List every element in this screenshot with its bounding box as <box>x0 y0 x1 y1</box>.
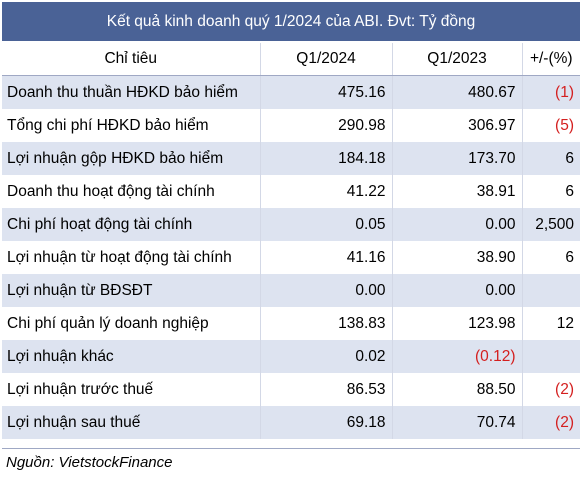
value-change: (2) <box>521 373 580 406</box>
value-q1-2024: 86.53 <box>259 373 392 406</box>
table-title: Kết quả kinh doanh quý 1/2024 của ABI. Đ… <box>2 2 580 41</box>
value-q1-2024: 0.05 <box>259 208 392 241</box>
table-row: Chi phí hoạt động tài chính 0.05 0.00 2,500 <box>2 208 580 241</box>
table-row: Lợi nhuận từ BĐSĐT 0.00 0.00 <box>2 274 580 307</box>
row-label: Lợi nhuận từ hoạt động tài chính <box>2 241 260 274</box>
row-label: Chi phí quản lý doanh nghiệp <box>2 307 260 340</box>
table-row: Lợi nhuận trước thuế 86.53 88.50 (2) <box>2 373 580 406</box>
value-change: 6 <box>521 142 580 175</box>
row-label: Tổng chi phí HĐKD bảo hiểm <box>2 109 260 142</box>
value-change: (1) <box>521 75 580 109</box>
results-table: Chỉ tiêu Q1/2024 Q1/2023 +/-(%) Doanh th… <box>2 43 580 439</box>
value-change: (2) <box>521 406 580 439</box>
column-header-indicator: Chỉ tiêu <box>2 43 260 76</box>
row-label: Chi phí hoạt động tài chính <box>2 208 260 241</box>
table-row: Lợi nhuận khác 0.02 (0.12) <box>2 340 580 373</box>
value-q1-2023: 123.98 <box>391 307 522 340</box>
value-change <box>521 340 580 373</box>
row-label: Lợi nhuận trước thuế <box>2 373 260 406</box>
value-q1-2023: 173.70 <box>391 142 522 175</box>
row-label: Doanh thu hoạt động tài chính <box>2 175 260 208</box>
value-change: (5) <box>521 109 580 142</box>
table-row: Doanh thu thuần HĐKD bảo hiểm 475.16 480.6… <box>2 75 580 109</box>
row-label: Lợi nhuận từ BĐSĐT <box>2 274 260 307</box>
column-header-q1-2024: Q1/2024 <box>259 43 392 76</box>
table-row: Chi phí quản lý doanh nghiệp 138.83 123.98… <box>2 307 580 340</box>
value-change <box>521 274 580 307</box>
value-change: 6 <box>521 241 580 274</box>
row-label: Lợi nhuận sau thuế <box>2 406 260 439</box>
column-header-q1-2023: Q1/2023 <box>391 43 522 76</box>
row-label: Lợi nhuận khác <box>2 340 260 373</box>
source-note: Nguồn: VietstockFinance <box>2 448 580 476</box>
value-q1-2023: 38.91 <box>391 175 522 208</box>
table-row: Lợi nhuận gộp HĐKD bảo hiểm 184.18 173.70 6 <box>2 142 580 175</box>
value-q1-2024: 290.98 <box>259 109 392 142</box>
value-q1-2023: 306.97 <box>391 109 522 142</box>
value-q1-2023: 0.00 <box>391 274 522 307</box>
row-label: Doanh thu thuần HĐKD bảo hiểm <box>2 75 260 109</box>
row-label: Lợi nhuận gộp HĐKD bảo hiểm <box>2 142 260 175</box>
table-row: Lợi nhuận sau thuế 69.18 70.74 (2) <box>2 406 580 439</box>
value-q1-2023: 88.50 <box>391 373 522 406</box>
value-q1-2024: 0.02 <box>259 340 392 373</box>
value-change: 12 <box>521 307 580 340</box>
column-header-change: +/-(%) <box>521 43 580 76</box>
table-row: Tổng chi phí HĐKD bảo hiểm 290.98 306.97 (5… <box>2 109 580 142</box>
value-change: 6 <box>521 175 580 208</box>
value-q1-2024: 69.18 <box>259 406 392 439</box>
value-q1-2023: 38.90 <box>391 241 522 274</box>
value-q1-2024: 184.18 <box>259 142 392 175</box>
table-row: Lợi nhuận từ hoạt động tài chính 41.16 38.… <box>2 241 580 274</box>
value-q1-2024: 0.00 <box>259 274 392 307</box>
value-q1-2024: 41.22 <box>259 175 392 208</box>
header-row: Chỉ tiêu Q1/2024 Q1/2023 +/-(%) <box>2 43 580 76</box>
value-q1-2024: 475.16 <box>259 75 392 109</box>
value-q1-2024: 138.83 <box>259 307 392 340</box>
value-change: 2,500 <box>521 208 580 241</box>
value-q1-2023: 0.00 <box>391 208 522 241</box>
value-q1-2023: (0.12) <box>391 340 522 373</box>
table-row: Doanh thu hoạt động tài chính 41.22 38.91 6 <box>2 175 580 208</box>
value-q1-2023: 70.74 <box>391 406 522 439</box>
value-q1-2024: 41.16 <box>259 241 392 274</box>
value-q1-2023: 480.67 <box>391 75 522 109</box>
